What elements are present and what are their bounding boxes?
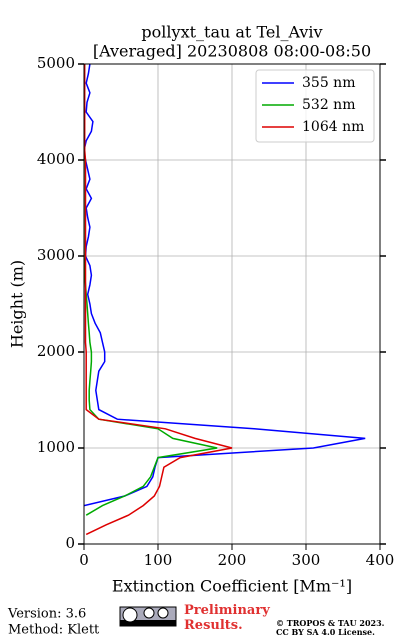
x-axis-label: Extinction Coefficient [Mm⁻¹] [112,577,352,596]
x-tick-label: 300 [292,551,321,569]
version: Version: 3.6 [7,607,86,622]
plot-frame [83,63,381,545]
y-tick-label: 4000 [37,150,75,168]
y-tick-label: 1000 [37,438,75,456]
y-axis-label: Height (m) [8,260,27,348]
method: Method: Klett [8,623,100,638]
x-tick-label: 0 [79,551,89,569]
x-tick-label: 200 [218,551,247,569]
y-tick-label: 2000 [37,342,75,360]
y-tick-label: 0 [65,534,75,552]
legend-box [255,69,375,143]
chart-title: pollyxt_tau at Tel_Aviv [141,23,322,42]
preliminary-1: Preliminary Results. [184,603,270,633]
y-tick-label: 3000 [37,246,75,264]
profile-line [84,64,366,507]
license: CC BY SA 4.0 License. [276,627,375,637]
legend-label: 355 nm [302,75,355,91]
cc-badge [119,606,177,627]
x-tick-label: 400 [366,551,395,569]
x-tick-label: 100 [144,551,173,569]
y-tick-label: 5000 [37,54,75,72]
profile-line [84,64,233,536]
legend-label: 532 nm [302,97,355,113]
copyright: © TROPOS & TAU 2023. [276,618,385,628]
profile-line [84,64,218,516]
chart-subtitle: [Averaged] 20230808 08:00-08:50 [93,42,371,61]
legend-label: 1064 nm [302,119,364,135]
